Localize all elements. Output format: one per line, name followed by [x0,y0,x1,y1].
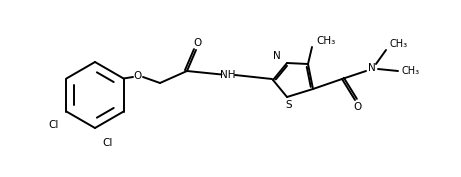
Text: O: O [134,71,142,81]
Text: O: O [193,38,201,48]
Text: S: S [286,100,292,110]
Text: NH: NH [220,70,236,80]
Text: CH₃: CH₃ [316,36,335,46]
Text: Cl: Cl [48,121,59,130]
Text: N: N [368,63,376,73]
Text: Cl: Cl [103,138,113,148]
Text: N: N [273,51,281,61]
Text: O: O [353,102,361,112]
Text: CH₃: CH₃ [389,39,407,49]
Text: CH₃: CH₃ [401,66,419,76]
